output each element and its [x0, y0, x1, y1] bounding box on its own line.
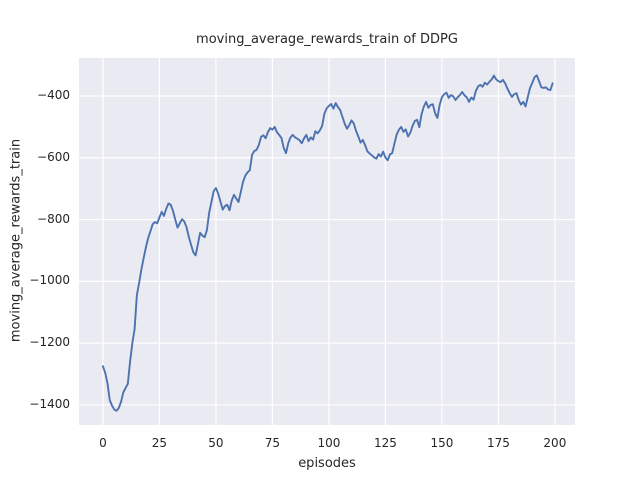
chart-svg [79, 58, 575, 425]
chart-title: moving_average_rewards_train of DDPG [196, 32, 458, 47]
x-tick-label: 50 [208, 436, 224, 450]
y-tick-label: −400 [37, 87, 70, 102]
y-tick-label: −1400 [29, 396, 70, 411]
y-tick-label: −800 [37, 211, 70, 226]
x-tick-label: 200 [543, 436, 567, 450]
x-axis-label: episodes [298, 456, 356, 471]
y-tick-label: −600 [37, 149, 70, 164]
x-tick-label: 125 [373, 436, 397, 450]
x-tick-label: 150 [430, 436, 454, 450]
y-tick-label: −1000 [29, 273, 70, 288]
x-tick-label: 175 [486, 436, 510, 450]
series-line [102, 74, 554, 412]
x-tick-label: 100 [317, 436, 341, 450]
plot-area [79, 58, 575, 425]
x-tick-label: 75 [264, 436, 281, 450]
x-tick-label: 0 [99, 436, 107, 450]
y-tick-label: −1200 [29, 335, 70, 350]
x-tick-label: 25 [151, 436, 168, 450]
